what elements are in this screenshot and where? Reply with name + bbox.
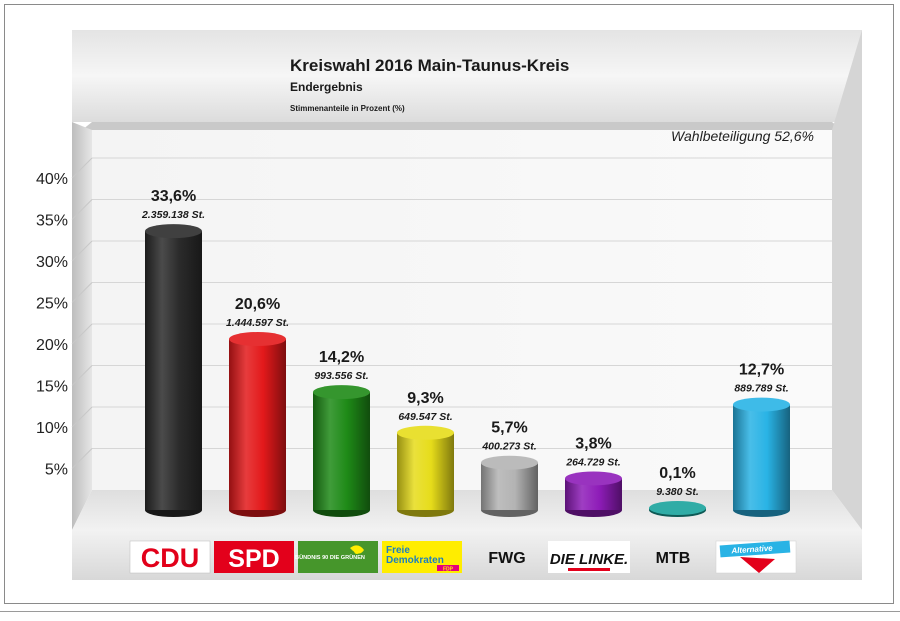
bar-top (733, 397, 790, 412)
bar-body (229, 339, 286, 510)
bar-value-label: 0,1% (659, 465, 695, 482)
logo-spd: SPD (214, 541, 294, 573)
bar-value-label: 9,3% (407, 390, 443, 407)
gridline-side (71, 448, 93, 469)
bar (145, 224, 202, 517)
gridline-side (71, 240, 93, 262)
logo-linke-text: DIE LINKE. (550, 551, 628, 568)
bar-body (733, 404, 790, 510)
bar-value-label: 14,2% (319, 349, 364, 366)
bar (649, 501, 706, 517)
logo-fdp-line1: Freie (386, 545, 410, 556)
bar-top (565, 471, 622, 486)
label-layer: 33,6% 2.359.138 St. 20,6% 1.444.597 St. 14,2… (141, 188, 789, 498)
bar (565, 471, 622, 517)
logo-linke: DIE LINKE. (548, 541, 630, 573)
header-panel (72, 30, 862, 122)
y-tick-label: 15% (36, 379, 68, 396)
y-tick-label: 20% (36, 337, 68, 354)
bar (313, 385, 370, 517)
y-axis-ticks: 5% 10% 15% 20% 25% 30% 35% 40% (36, 171, 68, 479)
y-tick-label: 25% (36, 296, 68, 313)
bottom-rule (0, 611, 900, 612)
bar-votes-label: 264.729 St. (565, 456, 620, 468)
logo-afd-text: Alternative (730, 544, 773, 556)
bar-value-label: 12,7% (739, 362, 784, 379)
logo-gruene: BÜNDNIS 90 DIE GRÜNEN (295, 541, 378, 573)
bar (397, 425, 454, 517)
bar-body (481, 462, 538, 510)
right-side-wall (832, 30, 862, 530)
bar-top (397, 425, 454, 440)
bar-top (229, 332, 286, 347)
bar (733, 397, 790, 517)
bar-value-label: 33,6% (151, 188, 196, 205)
bar-votes-label: 889.789 St. (734, 383, 788, 395)
chart-note: Stimmenanteile in Prozent (%) (290, 104, 405, 113)
header-bottom-edge (82, 122, 842, 130)
turnout-label: Wahlbeteiligung 52,6% (671, 128, 814, 144)
bar-value-label: 5,7% (491, 420, 527, 437)
bar-votes-label: 649.547 St. (398, 411, 452, 423)
logo-fdp-tag: FDP (443, 567, 454, 573)
bar (229, 332, 286, 517)
y-tick-label: 40% (36, 171, 68, 188)
sunflower-center-icon (354, 548, 360, 554)
y-tick-label: 35% (36, 213, 68, 230)
bar-top (481, 455, 538, 470)
chart-subtitle: Endergebnis (290, 80, 363, 94)
bar-value-label: 20,6% (235, 296, 280, 313)
bar-top (313, 385, 370, 400)
logo-afd: Alternative (715, 540, 797, 574)
bar-body (145, 231, 202, 510)
logo-fdp-line2: Demokraten (386, 555, 444, 566)
bar-value-label: 3,8% (575, 435, 611, 452)
bar-top (145, 224, 202, 239)
bar-top (649, 501, 706, 515)
gridline-side (71, 157, 93, 179)
grid-layer (71, 157, 832, 469)
gridline-side (71, 406, 93, 428)
bar-votes-label: 1.444.597 St. (226, 317, 289, 329)
bar-votes-label: 9.380 St. (656, 486, 699, 498)
logo-spd-text: SPD (228, 545, 279, 573)
afd-arrow-icon (740, 557, 775, 573)
logo-cdu: CDU (129, 540, 211, 574)
left-side-wall (72, 122, 92, 530)
bar-layer (145, 224, 790, 517)
gridline-side (71, 365, 93, 386)
bar (481, 455, 538, 517)
bar-votes-label: 2.359.138 St. (141, 209, 205, 221)
bar-votes-label: 993.556 St. (314, 370, 368, 382)
bar-votes-label: 400.273 St. (481, 441, 536, 453)
y-tick-label: 10% (36, 420, 68, 437)
y-tick-label: 30% (36, 254, 68, 271)
logo-mtb: MTB (656, 550, 691, 567)
logo-fwg: FWG (488, 550, 525, 567)
bar-body (397, 432, 454, 510)
logo-cdu-text: CDU (141, 543, 200, 573)
logo-fdp: Freie Demokraten FDP (382, 541, 462, 573)
gridline-side (71, 282, 93, 303)
gridline-side (71, 199, 93, 220)
plot-back-wall (92, 130, 832, 490)
bar-body (313, 392, 370, 510)
gridline-side (71, 323, 93, 345)
logo-gruene-text: BÜNDNIS 90 DIE GRÜNEN (295, 554, 365, 561)
y-tick-label: 5% (45, 462, 68, 479)
chart-title: Kreiswahl 2016 Main-Taunus-Kreis (290, 56, 569, 75)
